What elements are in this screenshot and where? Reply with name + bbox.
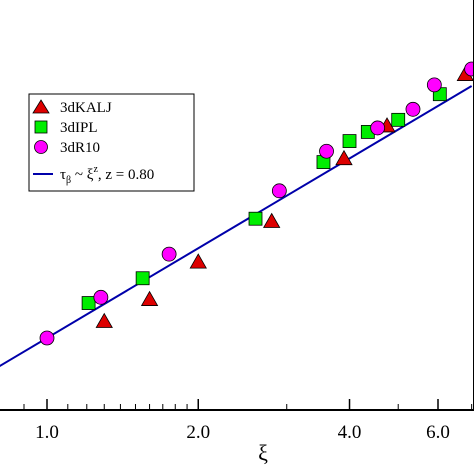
point-circle-3dr10 xyxy=(426,77,442,93)
x-ticks: 1.0 2.0 4.0 6.0 xyxy=(23,399,473,443)
axes xyxy=(0,0,474,411)
point-square-3dipl xyxy=(81,296,96,310)
point-circle-3dr10 xyxy=(271,183,287,199)
point-triangle-3dkalj xyxy=(95,312,113,328)
legend-fit-beta-sub: β xyxy=(66,175,71,186)
point-triangle-3dkalj xyxy=(140,290,159,306)
legend-fit-tail: , z = 0.80 xyxy=(98,167,154,183)
legend-box xyxy=(28,93,195,192)
point-circle-3dr10 xyxy=(405,101,421,117)
x-tick-label: 2.0 xyxy=(186,422,210,443)
point-circle-3dr10 xyxy=(161,246,177,262)
x-tick-label: 6.0 xyxy=(426,422,450,443)
legend-marker-square xyxy=(34,120,48,134)
legend: 3dKALJ 3dIPL 3dR10 τβ ~ ξz, z = 0.80 xyxy=(28,93,195,192)
x-tick-label: 4.0 xyxy=(338,422,362,443)
fit-line xyxy=(0,85,473,368)
legend-label-3dkalj: 3dKALJ xyxy=(60,100,112,116)
x-axis-title: ξ xyxy=(258,440,268,465)
plot-frame xyxy=(0,0,474,411)
point-triangle-3dkalj xyxy=(335,149,353,166)
x-tick-label: 1.0 xyxy=(35,422,59,443)
plot-area xyxy=(0,61,474,368)
legend-label-fit: τβ ~ ξz, z = 0.80 xyxy=(60,164,154,186)
point-triangle-3dkalj xyxy=(262,212,281,228)
legend-fit-z-sup: z xyxy=(93,164,98,175)
point-circle-3dr10 xyxy=(39,330,55,346)
point-circle-3dr10 xyxy=(93,289,109,305)
point-square-3dipl xyxy=(248,211,263,226)
legend-label-3dipl: 3dIPL xyxy=(60,120,98,136)
point-square-3dipl xyxy=(135,271,150,286)
point-square-3dipl xyxy=(342,134,357,148)
legend-marker-triangle xyxy=(32,99,50,114)
point-square-3dipl xyxy=(391,112,406,127)
point-circle-3dr10 xyxy=(319,143,334,159)
point-circle-3dr10 xyxy=(370,120,386,136)
legend-fit-tau: τ xyxy=(60,167,66,183)
legend-label-3dr10: 3dR10 xyxy=(60,140,100,156)
legend-fit-mid: ~ ξ xyxy=(71,167,94,183)
point-circle-3dr10 xyxy=(464,61,474,77)
legend-marker-circle xyxy=(34,140,48,154)
point-triangle-3dkalj xyxy=(189,253,207,269)
